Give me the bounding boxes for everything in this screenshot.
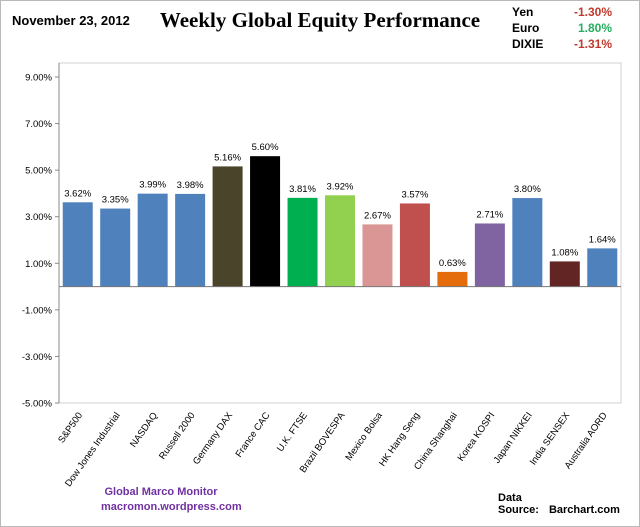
y-tick-label: 5.00% <box>25 166 52 177</box>
y-tick-label: 9.00% <box>25 73 52 84</box>
x-tick-label: Mexico Bolsa <box>344 410 386 463</box>
bar <box>250 156 281 287</box>
data-source-value: Barchart.com <box>548 504 620 516</box>
bar-data-label: 3.92% <box>327 181 354 192</box>
currency-name: Euro <box>512 21 540 35</box>
bar-data-label: 1.08% <box>551 247 578 258</box>
currency-row-euro: Euro 1.80% <box>512 21 612 35</box>
y-tick-label: -5.00% <box>22 399 53 410</box>
bar <box>362 224 393 287</box>
y-tick-label: -3.00% <box>22 352 53 363</box>
bar <box>437 271 468 287</box>
currency-name: DIXIE <box>512 37 544 51</box>
bar <box>587 248 618 287</box>
x-tick-label: Russell 2000 <box>157 410 198 461</box>
x-tick-label: U.K. FTSE <box>275 410 310 454</box>
currency-value: 1.80% <box>577 21 612 35</box>
bar-data-label: 3.99% <box>139 180 166 191</box>
bar <box>399 203 430 287</box>
currency-value: -1.30% <box>573 5 612 19</box>
bar <box>549 261 580 287</box>
bar-data-label: 1.64% <box>589 234 616 245</box>
bar <box>62 202 93 287</box>
bar-data-label: 2.67% <box>364 210 391 221</box>
x-tick-label: Korea KOSPI <box>456 410 498 463</box>
data-source-label: Data Source: <box>498 492 539 516</box>
y-tick-label: -1.00% <box>22 305 53 316</box>
x-tick-label: Japan NIKKEI <box>492 410 535 465</box>
bar <box>100 208 131 287</box>
brand-url: macromon.wordpress.com <box>101 501 242 513</box>
currency-row-dixie: DIXIE -1.31% <box>512 37 612 51</box>
bar <box>212 166 243 287</box>
x-tick-label: France CAC <box>234 410 273 459</box>
bar-data-label: 5.60% <box>252 142 279 153</box>
x-tick-label: S&P500 <box>56 410 85 445</box>
bar <box>287 197 318 287</box>
bar-data-label: 0.63% <box>439 258 466 269</box>
brand-block: Global Marco Monitor macromon.wordpress.… <box>101 485 242 515</box>
brand-name: Global Marco Monitor <box>104 486 218 498</box>
currency-value: -1.31% <box>573 37 612 51</box>
y-tick-label: 3.00% <box>25 212 52 223</box>
bar <box>325 195 355 287</box>
bar-data-label: 3.62% <box>64 188 91 199</box>
x-tick-label: NASDAQ <box>128 410 160 449</box>
bar-data-label: 3.98% <box>177 180 204 191</box>
bar-data-label: 3.80% <box>514 184 541 195</box>
bar-data-label: 3.81% <box>289 184 316 195</box>
y-tick-label: 7.00% <box>25 119 52 130</box>
currency-row-yen: Yen -1.30% <box>512 5 612 19</box>
chart-title: Weekly Global Equity Performance <box>159 8 481 32</box>
bar <box>137 193 168 287</box>
bar <box>175 193 206 287</box>
bar-data-label: 3.57% <box>401 189 428 200</box>
x-tick-label: Germany DAX <box>191 410 236 467</box>
report-date: November 23, 2012 <box>12 13 130 28</box>
bar <box>512 198 543 287</box>
bar-data-label: 2.71% <box>476 209 503 220</box>
bar-data-label: 3.35% <box>102 195 129 206</box>
data-source: Data Source: Barchart.com <box>498 492 639 516</box>
y-tick-label: 1.00% <box>25 259 52 270</box>
bar-data-label: 5.16% <box>214 152 241 163</box>
bar <box>474 223 505 287</box>
currency-name: Yen <box>512 5 534 19</box>
